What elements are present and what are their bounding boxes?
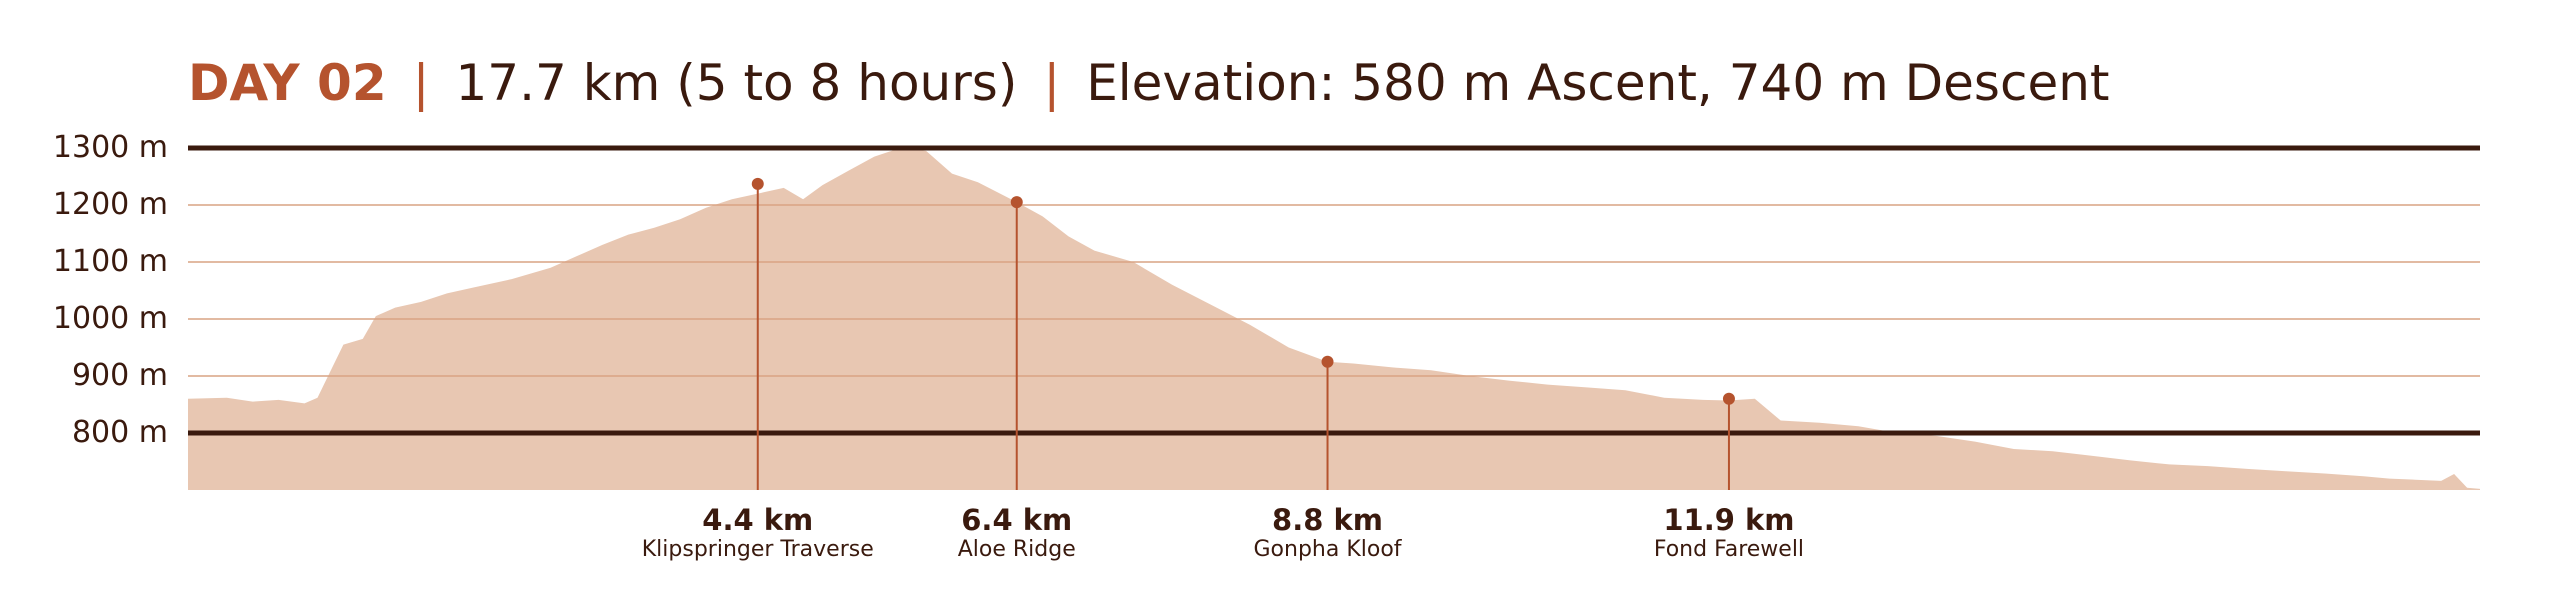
y-tick-label: 1100 m	[53, 244, 168, 279]
waypoint-name-label: Gonpha Kloof	[1254, 537, 1403, 562]
elevation-area	[188, 148, 2480, 490]
title-elevation: Elevation: 580 m Ascent, 740 m Descent	[1086, 54, 2109, 112]
y-tick-label: 800 m	[72, 415, 168, 450]
grid-layer	[188, 145, 2480, 436]
waypoint-layer	[751, 177, 1735, 490]
chart-title: DAY 02 | 17.7 km (5 to 8 hours) | Elevat…	[188, 54, 2110, 112]
title-distance: 17.7 km (5 to 8 hours)	[455, 54, 1017, 112]
title-separator-2: |	[1043, 54, 1060, 112]
y-tick-label: 1300 m	[53, 130, 168, 165]
y-tick-label: 900 m	[72, 358, 168, 393]
waypoint-marker	[751, 177, 764, 190]
y-tick-label: 1000 m	[53, 301, 168, 336]
waypoint-distance-label: 8.8 km	[1272, 503, 1383, 537]
waypoint-marker	[1722, 392, 1735, 405]
label-layer: 1300 m 1200 m 1100 m 1000 m 900 m 800 m 4.4 km…	[53, 130, 1804, 562]
waypoint-distance-label: 4.4 km	[702, 503, 813, 537]
waypoint-marker	[1321, 355, 1334, 368]
waypoint-name-label: Fond Farewell	[1654, 537, 1804, 562]
title-day: DAY 02	[188, 54, 387, 112]
waypoint-name-label: Aloe Ridge	[958, 537, 1076, 562]
title-separator-1: |	[413, 54, 430, 112]
waypoint-distance-label: 6.4 km	[961, 503, 1072, 537]
area-layer	[188, 148, 2480, 490]
waypoint-marker	[1010, 196, 1023, 209]
y-tick-label: 1200 m	[53, 187, 168, 222]
waypoint-name-label: Klipspringer Traverse	[642, 537, 874, 562]
waypoint-distance-label: 11.9 km	[1663, 503, 1794, 537]
